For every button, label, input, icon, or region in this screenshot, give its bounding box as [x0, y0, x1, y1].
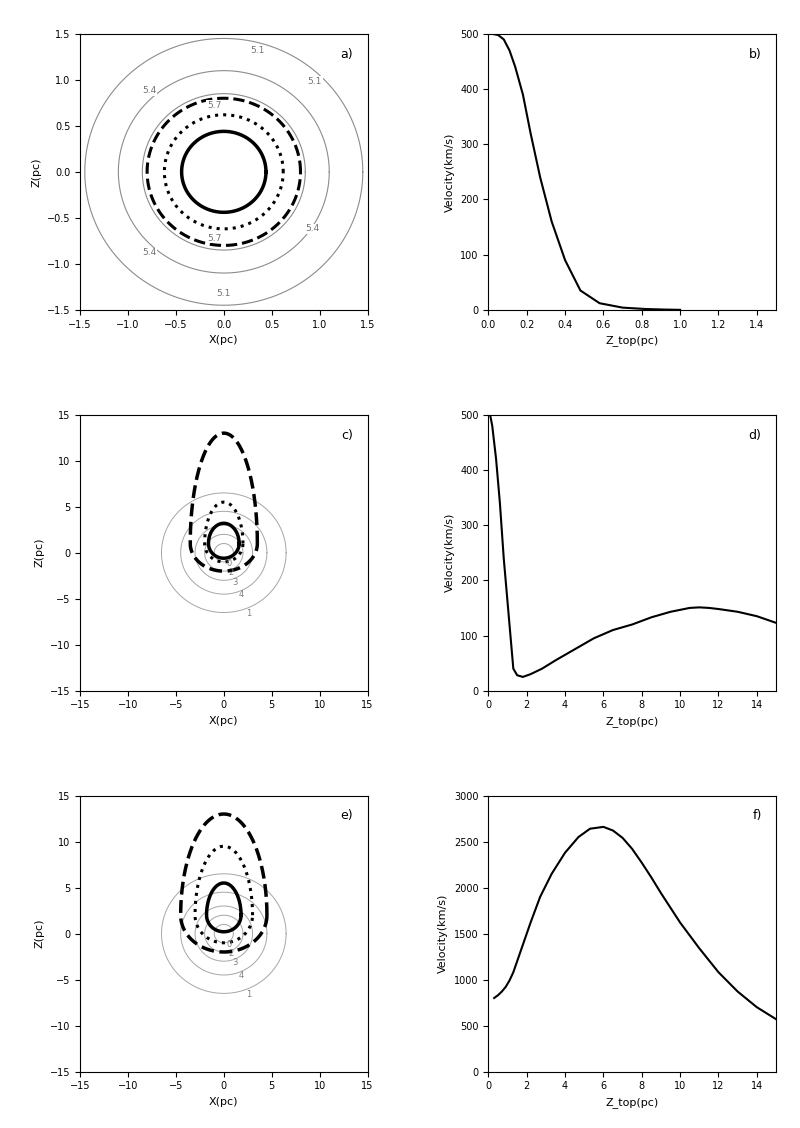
Text: 5.7: 5.7: [207, 233, 222, 243]
X-axis label: Z_top(pc): Z_top(pc): [606, 335, 659, 346]
Text: 4: 4: [238, 590, 243, 599]
Text: b): b): [749, 47, 762, 61]
Text: c): c): [342, 429, 354, 441]
Y-axis label: Z(pc): Z(pc): [34, 538, 44, 567]
X-axis label: X(pc): X(pc): [209, 716, 238, 726]
Y-axis label: Z(pc): Z(pc): [34, 919, 44, 949]
Text: 5.1: 5.1: [217, 289, 231, 298]
X-axis label: X(pc): X(pc): [209, 1096, 238, 1107]
Text: d): d): [749, 429, 762, 441]
Text: 2: 2: [229, 950, 234, 959]
Text: 3: 3: [233, 959, 238, 968]
Text: 5.1: 5.1: [308, 77, 322, 86]
X-axis label: X(pc): X(pc): [209, 335, 238, 345]
Text: 1: 1: [246, 609, 251, 618]
Y-axis label: Velocity(km/s): Velocity(km/s): [438, 893, 448, 973]
Text: 5.4: 5.4: [305, 224, 319, 233]
X-axis label: Z_top(pc): Z_top(pc): [606, 1096, 659, 1108]
Text: 5.7: 5.7: [207, 102, 222, 111]
Text: 3: 3: [233, 578, 238, 587]
Text: 1: 1: [246, 989, 251, 998]
Text: 0: 0: [226, 940, 232, 949]
Text: 2: 2: [229, 569, 234, 578]
Text: 5.4: 5.4: [142, 87, 156, 96]
Text: 5.1: 5.1: [250, 46, 265, 55]
Y-axis label: Velocity(km/s): Velocity(km/s): [445, 513, 454, 592]
Text: a): a): [341, 47, 354, 61]
X-axis label: Z_top(pc): Z_top(pc): [606, 716, 659, 726]
Text: 5.4: 5.4: [142, 248, 156, 257]
Text: 0: 0: [226, 559, 232, 569]
Text: f): f): [752, 810, 762, 822]
Y-axis label: Velocity(km/s): Velocity(km/s): [445, 132, 454, 212]
Y-axis label: Z(pc): Z(pc): [31, 157, 42, 186]
Text: e): e): [341, 810, 354, 822]
Text: 4: 4: [238, 971, 243, 980]
